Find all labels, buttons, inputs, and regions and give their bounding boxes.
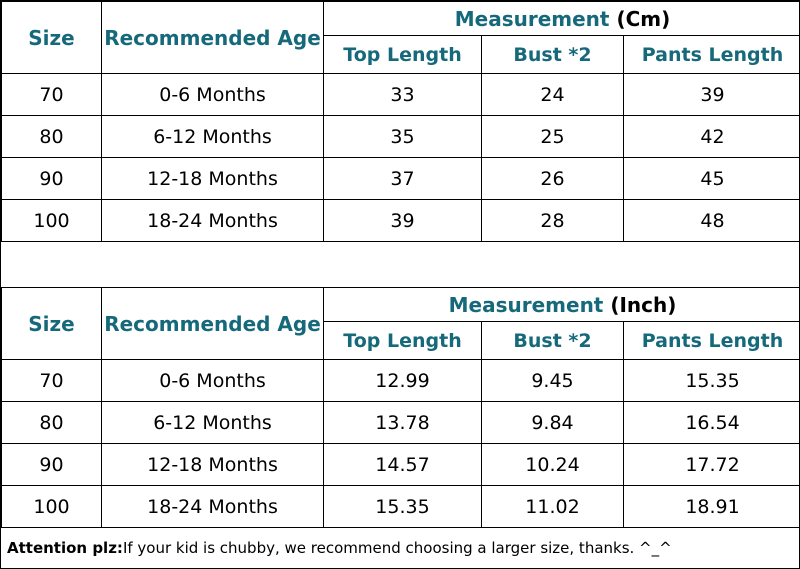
table-row: 70 0-6 Months 12.99 9.45 15.35 [1,359,799,402]
cell-pants-length: 17.72 [622,443,799,486]
cell-size: 90 [1,157,102,200]
cell-size: 70 [1,73,102,116]
cell-bust: 11.02 [481,485,624,528]
header-pants-length: Pants Length [622,35,799,74]
header-measurement-unit: (Cm) [616,6,671,31]
cell-age: 0-6 Months [101,359,324,402]
header-measurement-label: Measurement [448,292,604,317]
cell-bust: 28 [481,199,624,242]
cell-age: 12-18 Months [101,443,324,486]
header-age: Recommended Age [101,1,324,74]
cell-top-length: 33 [323,73,482,116]
attention-note: Attention plz: If your kid is chubby, we… [1,528,799,568]
cell-size: 90 [1,443,102,486]
cell-age: 6-12 Months [101,401,324,444]
table-header-row: Size Recommended Age Measurement (Inch) [1,287,799,360]
table-row: 90 12-18 Months 14.57 10.24 17.72 [1,443,799,486]
table-row: 80 6-12 Months 13.78 9.84 16.54 [1,401,799,444]
cell-top-length: 37 [323,157,482,200]
cell-bust: 25 [481,115,624,158]
cell-top-length: 14.57 [323,443,482,486]
header-age: Recommended Age [101,287,324,360]
cell-age: 12-18 Months [101,157,324,200]
table-row: 70 0-6 Months 33 24 39 [1,73,799,116]
cell-top-length: 12.99 [323,359,482,402]
cell-pants-length: 39 [622,73,799,116]
cell-top-length: 15.35 [323,485,482,528]
header-size: Size [1,287,102,360]
cell-age: 0-6 Months [101,73,324,116]
header-top-length: Top Length [323,321,482,360]
cell-pants-length: 42 [622,115,799,158]
table-row: 90 12-18 Months 37 26 45 [1,157,799,200]
cell-bust: 24 [481,73,624,116]
cell-pants-length: 45 [622,157,799,200]
cell-size: 100 [1,485,102,528]
size-table-cm: Size Recommended Age Measurement (Cm) To… [1,1,799,242]
header-bust: Bust *2 [481,35,624,74]
cell-size: 80 [1,401,102,444]
header-pants-length: Pants Length [622,321,799,360]
table-row: 100 18-24 Months 39 28 48 [1,199,799,242]
header-measurement-label: Measurement [454,6,610,31]
cell-bust: 26 [481,157,624,200]
table-header-row: Size Recommended Age Measurement (Cm) [1,1,799,74]
cell-bust: 9.84 [481,401,624,444]
attention-note-text: If your kid is chubby, we recommend choo… [122,539,672,557]
header-measurement-unit: (Inch) [610,292,677,317]
table-row: 100 18-24 Months 15.35 11.02 18.91 [1,485,799,528]
cell-size: 70 [1,359,102,402]
header-size: Size [1,1,102,74]
header-measurement-group: Measurement (Cm) [322,1,799,36]
cell-size: 80 [1,115,102,158]
cell-age: 18-24 Months [101,485,324,528]
cell-top-length: 39 [323,199,482,242]
header-measurement-group: Measurement (Inch) [322,287,799,322]
cell-bust: 10.24 [481,443,624,486]
cell-pants-length: 15.35 [622,359,799,402]
header-top-length: Top Length [323,35,482,74]
attention-note-bold: Attention plz: [7,539,123,557]
cell-top-length: 13.78 [323,401,482,444]
cell-bust: 9.45 [481,359,624,402]
cell-pants-length: 18.91 [622,485,799,528]
cell-age: 18-24 Months [101,199,324,242]
cell-size: 100 [1,199,102,242]
size-table-inch: Size Recommended Age Measurement (Inch) … [1,287,799,528]
cell-age: 6-12 Months [101,115,324,158]
cell-pants-length: 48 [622,199,799,242]
table-spacer [1,242,799,287]
header-bust: Bust *2 [481,321,624,360]
cell-top-length: 35 [323,115,482,158]
table-row: 80 6-12 Months 35 25 42 [1,115,799,158]
cell-pants-length: 16.54 [622,401,799,444]
